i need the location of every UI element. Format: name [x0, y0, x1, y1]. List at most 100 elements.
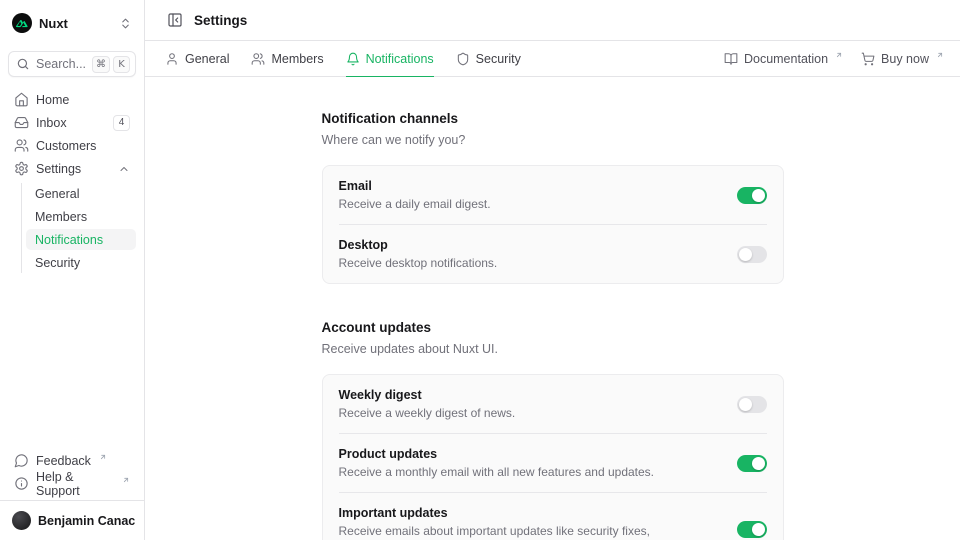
setting-text: Weekly digest Receive a weekly digest of…	[339, 388, 721, 420]
section-subtitle: Where can we notify you?	[321, 133, 466, 147]
section-title: Account updates	[321, 320, 432, 335]
setting-text: Product updates Receive a monthly email …	[339, 447, 721, 479]
search-shortcut: ⌘ K	[92, 55, 131, 73]
avatar	[12, 511, 31, 530]
tab-label: General	[185, 51, 230, 66]
bell-icon	[346, 52, 360, 66]
tab-label: Security	[475, 51, 521, 66]
product-updates-toggle[interactable]	[736, 454, 767, 472]
selector-icon	[119, 17, 132, 30]
sidebar-item-security[interactable]: Security	[26, 252, 136, 273]
user-icon	[165, 52, 179, 66]
setting-description: Receive desktop notifications.	[338, 256, 498, 270]
kbd-k: K	[113, 55, 131, 73]
tab-members[interactable]: Members	[251, 41, 324, 77]
sidebar-item-settings[interactable]: Settings	[8, 158, 136, 179]
sidebar-item-customers[interactable]: Customers	[8, 135, 136, 156]
page-title: Settings	[194, 12, 248, 28]
main-panel: Settings General Members Notifications	[145, 0, 960, 540]
collapse-sidebar-icon[interactable]	[165, 10, 185, 30]
header-links: Documentation Buy now	[724, 41, 944, 76]
message-bubble-icon	[14, 453, 29, 468]
search-input[interactable]: Search... ⌘ K	[8, 51, 136, 77]
search-icon	[16, 57, 30, 71]
setting-row-important-updates: Important updates Receive emails about i…	[323, 493, 783, 540]
sidebar-item-label: Security	[35, 255, 81, 270]
content-column: Notification channels Where can we notif…	[321, 111, 784, 540]
sidebar-item-label: General	[35, 186, 80, 201]
header-link-label: Buy now	[881, 51, 929, 66]
setting-description: Receive a weekly digest of news.	[338, 406, 516, 420]
sidebar-item-label: Inbox	[36, 115, 67, 130]
weekly-digest-toggle[interactable]	[736, 395, 767, 413]
desktop-toggle[interactable]	[736, 245, 767, 263]
setting-label: Weekly digest	[338, 388, 422, 402]
inbox-count-badge: 4	[113, 114, 130, 131]
sidebar-item-inbox[interactable]: Inbox 4	[8, 112, 136, 133]
setting-row-product-updates: Product updates Receive a monthly email …	[323, 434, 783, 492]
setting-description: Receive a monthly email with all new fea…	[338, 465, 655, 479]
settings-submenu: General Members Notifications Security	[21, 183, 136, 273]
tab-general[interactable]: General	[165, 41, 229, 77]
sidebar-item-label: Notifications	[35, 232, 104, 247]
sidebar-item-notifications[interactable]: Notifications	[26, 229, 136, 250]
tab-notifications[interactable]: Notifications	[345, 41, 434, 77]
shield-icon	[456, 52, 470, 66]
setting-description: Receive a daily email digest.	[338, 197, 491, 211]
inbox-icon	[14, 115, 29, 130]
sidebar-spacer	[8, 273, 136, 450]
users-icon	[14, 138, 29, 153]
setting-row-email: Email Receive a daily email digest.	[323, 166, 783, 224]
feedback-link[interactable]: Feedback	[8, 450, 136, 471]
sidebar-item-label: Home	[36, 92, 70, 107]
team-switcher[interactable]: Nuxt	[8, 10, 136, 36]
home-icon	[14, 92, 29, 107]
setting-label: Desktop	[338, 238, 388, 252]
row-divider	[338, 224, 767, 225]
cart-icon	[861, 52, 875, 66]
buy-now-link[interactable]: Buy now	[861, 52, 944, 66]
email-toggle[interactable]	[736, 186, 767, 204]
tab-label: Notifications	[365, 51, 434, 66]
sidebar-footer: Feedback Help & Support	[8, 450, 136, 500]
row-divider	[338, 492, 767, 493]
footer-link-label: Feedback	[36, 453, 91, 468]
documentation-link[interactable]: Documentation	[724, 52, 843, 66]
users-icon	[251, 52, 265, 66]
external-link-icon	[936, 51, 944, 59]
tab-label: Members	[271, 51, 324, 66]
external-link-icon	[99, 453, 107, 461]
sidebar-item-home[interactable]: Home	[8, 89, 136, 110]
section-account-updates: Account updates Receive updates about Nu…	[321, 320, 784, 540]
page-header: Settings	[145, 0, 960, 41]
book-icon	[724, 52, 738, 66]
external-link-icon	[835, 51, 843, 59]
settings-card: Email Receive a daily email digest. Desk…	[321, 165, 784, 284]
setting-text: Email Receive a daily email digest.	[339, 179, 721, 211]
gear-icon	[14, 161, 29, 176]
sidebar-item-general[interactable]: General	[26, 183, 136, 204]
sidebar-item-label: Settings	[36, 161, 82, 176]
important-updates-toggle[interactable]	[736, 520, 767, 538]
setting-row-weekly-digest: Weekly digest Receive a weekly digest of…	[323, 375, 783, 433]
user-name: Benjamin Canac	[38, 513, 136, 528]
setting-label: Product updates	[338, 447, 438, 461]
footer-link-label: Help & Support	[36, 469, 80, 498]
user-menu[interactable]: Benjamin Canac	[8, 505, 152, 532]
settings-tabbar: General Members Notifications Security	[145, 41, 960, 77]
setting-label: Email	[338, 179, 372, 193]
external-link-icon	[122, 476, 130, 484]
setting-description: Receive emails about important updates l…	[338, 524, 650, 540]
setting-text: Desktop Receive desktop notifications.	[339, 238, 721, 270]
tab-security[interactable]: Security	[456, 41, 521, 77]
section-subtitle: Receive updates about Nuxt UI.	[321, 342, 499, 356]
sidebar: Nuxt Search... ⌘ K Home	[0, 0, 152, 540]
chevron-up-icon	[118, 163, 130, 175]
help-support-link[interactable]: Help & Support	[8, 470, 136, 498]
sidebar-nav: Home Inbox 4 Customers Settings	[8, 89, 136, 273]
sidebar-item-members[interactable]: Members	[26, 206, 136, 227]
kbd-cmd: ⌘	[92, 55, 111, 73]
settings-content: Notification channels Where can we notif…	[145, 77, 960, 540]
setting-text: Important updates Receive emails about i…	[339, 506, 721, 540]
